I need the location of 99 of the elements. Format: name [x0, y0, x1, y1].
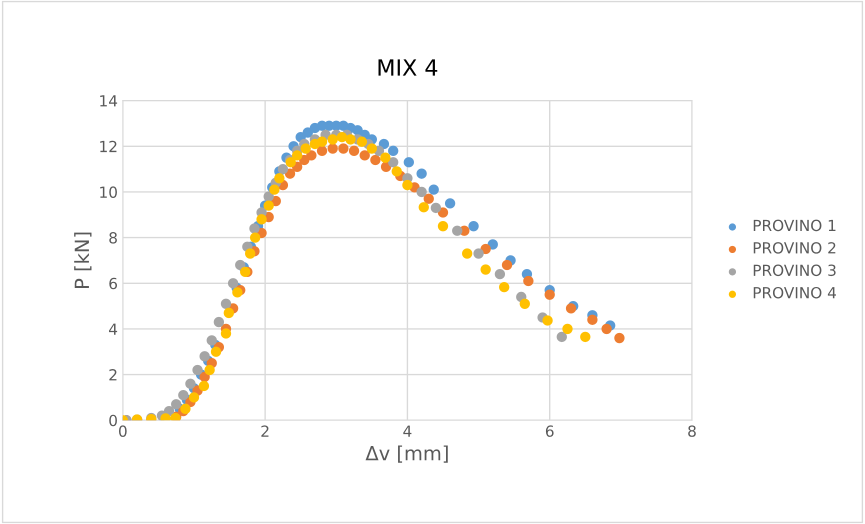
point [264, 200, 274, 211]
point [360, 150, 370, 161]
point [404, 157, 414, 168]
point [328, 143, 338, 154]
point [416, 168, 427, 179]
point [444, 198, 456, 208]
point [438, 207, 448, 218]
point [601, 324, 612, 334]
point [171, 399, 182, 410]
point [452, 226, 462, 236]
point [430, 202, 442, 214]
point [378, 138, 390, 150]
point [338, 143, 349, 154]
point [488, 239, 498, 250]
point [370, 154, 381, 166]
point [180, 404, 191, 414]
y-tick-label: 2 [109, 369, 116, 380]
point [345, 134, 356, 145]
point [480, 264, 491, 275]
point [388, 146, 398, 156]
point [220, 298, 232, 309]
point [188, 392, 200, 403]
point [468, 221, 479, 232]
y-tick-label: 6 [109, 278, 118, 290]
point [306, 150, 317, 161]
point [204, 364, 215, 376]
point [418, 202, 429, 212]
point [542, 315, 553, 326]
x-tick-label: 2 [261, 425, 268, 437]
point [286, 157, 296, 168]
point [580, 332, 590, 342]
point [328, 134, 338, 145]
point [300, 143, 311, 154]
y-tick-label: 14 [100, 95, 118, 106]
point [416, 186, 427, 198]
point [224, 308, 234, 318]
point [380, 152, 391, 163]
point [292, 150, 302, 161]
point [214, 316, 224, 328]
y-tick-label: 0 [109, 414, 117, 426]
point [348, 146, 360, 156]
point [366, 143, 377, 154]
point [235, 260, 246, 270]
y-tick-label: 4 [108, 324, 118, 335]
point [587, 314, 598, 325]
point [523, 276, 534, 286]
x-tick-label: 8 [688, 425, 696, 437]
point [274, 173, 284, 184]
point [566, 303, 576, 314]
point [428, 184, 439, 195]
point [388, 157, 398, 168]
legend-label: PROVINO 3 [754, 264, 836, 276]
point [210, 346, 222, 357]
x-tick-label: 4 [403, 426, 412, 437]
point [462, 248, 472, 259]
point [198, 380, 210, 392]
legend-label: PROVINO 2 [754, 242, 836, 254]
x-tick-label: 6 [546, 425, 554, 437]
legend-label: PROVINO 4 [754, 286, 836, 298]
point [438, 221, 448, 232]
point [336, 132, 348, 142]
point [228, 278, 238, 288]
point [316, 136, 328, 147]
point [562, 324, 573, 334]
point [424, 194, 434, 204]
point [192, 364, 203, 376]
point [356, 136, 368, 147]
point [245, 248, 256, 259]
point [614, 332, 625, 344]
point [502, 260, 512, 270]
point [392, 166, 402, 177]
y-tick-label: 8 [109, 232, 117, 244]
point [556, 332, 567, 342]
point [256, 214, 267, 224]
point [544, 290, 555, 300]
point [278, 164, 288, 174]
point [499, 282, 510, 292]
point [250, 232, 260, 243]
point [269, 184, 280, 195]
point [206, 335, 217, 346]
legend-label: PROVINO 1 [754, 220, 836, 232]
x-tick-label: 0 [118, 425, 127, 437]
x-axis-title: Δv [mm] [366, 445, 448, 463]
point [316, 146, 328, 156]
point [473, 248, 484, 259]
point [480, 244, 491, 254]
y-tick-label: 12 [100, 140, 116, 152]
point [249, 223, 260, 234]
point [185, 378, 196, 389]
point [178, 390, 188, 400]
point [200, 351, 210, 362]
point [402, 180, 413, 190]
y-axis-title: P [kN] [74, 232, 92, 288]
y-tick-label: 10 [100, 186, 117, 198]
chart-title: MIX 4 [378, 59, 438, 76]
point [220, 328, 232, 339]
point [232, 287, 243, 298]
point [494, 268, 506, 280]
point [520, 298, 530, 309]
